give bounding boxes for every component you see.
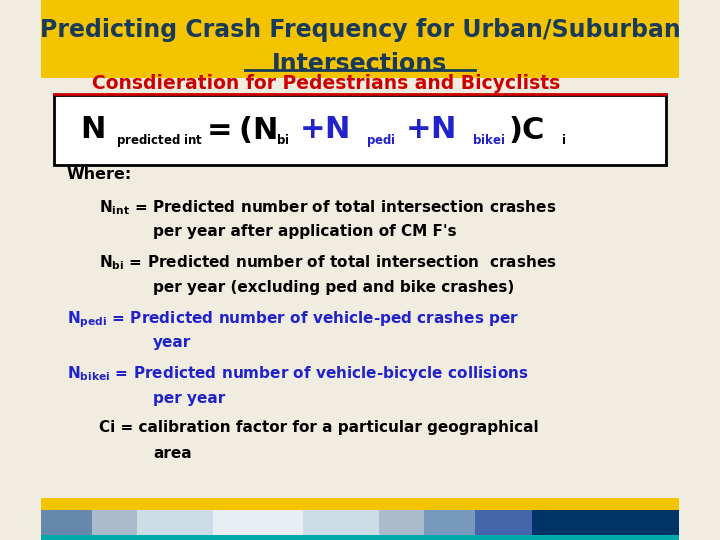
Text: $\mathbf{= (N}$: $\mathbf{= (N}$ [201, 114, 276, 145]
FancyBboxPatch shape [424, 510, 474, 536]
Text: Ci = calibration factor for a particular geographical: Ci = calibration factor for a particular… [99, 420, 539, 435]
Text: Predicting Crash Frequency for Urban/Suburban: Predicting Crash Frequency for Urban/Sub… [40, 18, 680, 42]
FancyBboxPatch shape [41, 498, 679, 510]
FancyBboxPatch shape [41, 0, 679, 78]
Text: $\mathbf{predicted\ int}$: $\mathbf{predicted\ int}$ [116, 132, 203, 149]
FancyBboxPatch shape [41, 510, 92, 536]
Text: $\mathbf{i}$: $\mathbf{i}$ [561, 133, 566, 147]
Text: Consdieration for Pedestrians and Bicyclists: Consdieration for Pedestrians and Bicycl… [92, 74, 561, 93]
FancyBboxPatch shape [213, 510, 302, 536]
Text: $\mathbf{N_{int}}$ = Predicted number of total intersection crashes: $\mathbf{N_{int}}$ = Predicted number of… [99, 198, 556, 217]
Text: $\mathbf{N_{bi}}$ = Predicted number of total intersection  crashes: $\mathbf{N_{bi}}$ = Predicted number of … [99, 254, 557, 272]
Text: $\mathbf{pedi}$: $\mathbf{pedi}$ [366, 132, 396, 149]
Text: Intersections: Intersections [272, 52, 448, 76]
FancyBboxPatch shape [532, 510, 679, 536]
Text: $\mathbf{N_{bikei}}$ = Predicted number of vehicle-bicycle collisions: $\mathbf{N_{bikei}}$ = Predicted number … [67, 364, 528, 383]
Text: $\mathbf{N_{pedi}}$ = Predicted number of vehicle-ped crashes per: $\mathbf{N_{pedi}}$ = Predicted number o… [67, 309, 519, 329]
FancyBboxPatch shape [54, 94, 666, 165]
FancyBboxPatch shape [379, 510, 424, 536]
FancyBboxPatch shape [137, 510, 213, 536]
Text: $\mathbf{+ N}$: $\mathbf{+ N}$ [405, 115, 455, 144]
FancyBboxPatch shape [302, 510, 379, 536]
FancyBboxPatch shape [474, 510, 532, 536]
Text: year: year [153, 335, 191, 350]
Text: Where:: Where: [67, 167, 132, 183]
Text: $\mathbf{+ N}$: $\mathbf{+ N}$ [300, 115, 350, 144]
Text: area: area [153, 446, 192, 461]
FancyBboxPatch shape [92, 510, 137, 536]
Text: $\mathbf{bi}$: $\mathbf{bi}$ [276, 133, 289, 147]
FancyBboxPatch shape [41, 535, 679, 540]
Text: $\mathbf{bikei}$: $\mathbf{bikei}$ [472, 133, 505, 147]
Text: $\mathbf{) C}$: $\mathbf{) C}$ [508, 114, 544, 145]
Text: per year: per year [153, 390, 225, 406]
Text: $\mathbf{N}$: $\mathbf{N}$ [80, 115, 104, 144]
Text: per year after application of CM F's: per year after application of CM F's [153, 224, 456, 239]
Text: per year (excluding ped and bike crashes): per year (excluding ped and bike crashes… [153, 280, 514, 295]
